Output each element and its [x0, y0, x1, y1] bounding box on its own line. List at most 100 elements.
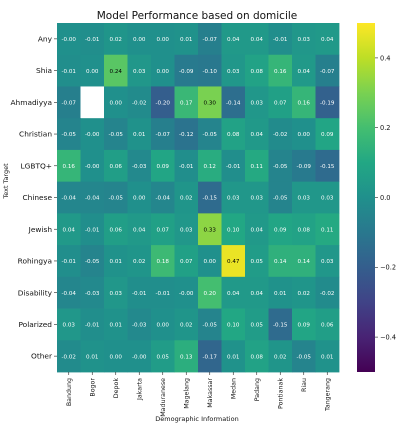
heatmap-cell: [57, 340, 81, 373]
cell-value-label: 0.04: [298, 69, 311, 75]
column-tick-labels: Bandung Bogor Depok Jakarta Maduranese Magela…: [66, 372, 331, 417]
heatmap-cell: [80, 181, 105, 214]
cell-value-label: 0.00: [157, 37, 170, 43]
cell-value-label: -0.05: [85, 259, 100, 265]
heatmap-cell: [315, 54, 340, 87]
cell-value-label: -0.01: [226, 164, 241, 170]
heatmap-cell: [104, 308, 128, 341]
cell-value-label: 0.00: [298, 132, 311, 138]
heatmap-cell: [245, 245, 269, 278]
cell-value-label: 0.09: [321, 132, 334, 138]
colorbar-gradient: [357, 23, 375, 372]
cell-value-label: -0.07: [62, 101, 77, 107]
heatmap-cell: [198, 340, 222, 373]
heatmap-cell: [127, 149, 152, 183]
cell-value-label: 0.04: [251, 132, 264, 138]
cell-value-label: 0.17: [180, 101, 193, 107]
cell-value-label: -0.05: [109, 132, 124, 138]
cell-value-label: 0.08: [227, 132, 240, 138]
cell-value-label: 0.02: [298, 291, 310, 297]
heatmap-cell: [57, 308, 81, 341]
cell-value-label: 0.00: [157, 323, 170, 329]
cell-value-label: -0.07: [203, 37, 218, 43]
row-tick-label: Shia: [36, 66, 52, 75]
cell-value-label: -0.05: [203, 132, 218, 138]
heatmap-cell: [315, 245, 340, 278]
cell-value-label: -0.02: [273, 132, 287, 138]
cell-value-label: 0.01: [227, 354, 240, 360]
heatmap-cell: [57, 276, 81, 309]
cell-value-label: 0.03: [227, 69, 240, 75]
heatmap-cell: [151, 276, 175, 309]
cell-value-label: 0.11: [251, 164, 264, 170]
heatmap-cell: [151, 149, 175, 183]
heatmap-cell: [80, 245, 105, 278]
cell-value-label: 0.04: [63, 227, 76, 233]
column-tick-label: Magelang: [183, 378, 190, 409]
cell-value-label: 0.01: [274, 291, 287, 297]
heatmap-cell: [198, 308, 222, 341]
cell-value-label: 0.18: [157, 259, 170, 265]
heatmap-cell: [221, 54, 246, 87]
heatmap-cell: [268, 245, 293, 278]
heatmap-cell: [104, 276, 128, 309]
cell-value-label: 0.02: [274, 354, 286, 360]
cell-value-label: 0.06: [110, 164, 123, 170]
chart-title: Model Performance based on domicile: [97, 10, 298, 22]
heatmap-cell: [57, 23, 81, 56]
cell-value-label: 0.04: [321, 37, 334, 43]
cell-value-label: 0.30: [204, 101, 217, 107]
heatmap-cell: [104, 245, 128, 278]
heatmap-cell: [57, 118, 81, 151]
column-tick-label: Riau: [301, 378, 308, 392]
cell-value-label: 0.12: [204, 164, 216, 170]
heatmap-cell: [57, 213, 81, 246]
column-tick-label: Makassar: [207, 378, 214, 408]
heatmap-cell: [174, 149, 199, 183]
cell-value-label: 0.03: [110, 291, 123, 297]
heatmap-cell: [198, 149, 222, 183]
heatmap-cell: [80, 86, 105, 119]
cell-value-labels: -0.00 -0.01 0.02 0.00 0.00 0.01 -0.07 0.04 0.04 -…: [62, 37, 335, 360]
column-tick-label: Bandung: [66, 378, 73, 406]
cell-value-label: 0.24: [110, 69, 123, 75]
heatmap-cell: [315, 308, 340, 341]
heatmap-cell: [245, 86, 269, 119]
cell-value-label: -0.01: [132, 291, 147, 297]
heatmap-cell: [245, 181, 269, 214]
cell-value-label: 0.03: [133, 69, 146, 75]
cell-value-label: 0.05: [251, 259, 264, 265]
heatmap-cell: [198, 86, 222, 119]
column-tick-label: Depok: [113, 378, 120, 399]
cell-value-label: 0.04: [251, 37, 264, 43]
cell-value-label: 0.01: [86, 354, 99, 360]
cell-value-label: 0.08: [251, 69, 264, 75]
heatmap-cell: [104, 213, 128, 246]
cell-value-label: 0.01: [321, 354, 334, 360]
heatmap-cell: [80, 213, 105, 246]
heatmap-cell: [127, 23, 152, 56]
cell-value-label: 0.02: [110, 37, 122, 43]
heatmap-cell: [127, 340, 152, 373]
heatmap-cell: [151, 308, 175, 341]
row-tick-label: Rohingya: [18, 257, 52, 266]
cell-value-label: 0.06: [110, 227, 123, 233]
cell-value-label: 0.03: [227, 196, 240, 202]
row-tick-label: Other: [31, 352, 53, 361]
cell-value-label: -0.15: [273, 323, 288, 329]
cell-value-label: -0.01: [85, 227, 100, 233]
heatmap-cell: [80, 149, 105, 183]
cell-value-label: -0.05: [273, 196, 288, 202]
heatmap-cell: [221, 245, 246, 278]
cell-value-label: 0.14: [298, 259, 311, 265]
cell-value-label: 0.06: [321, 323, 334, 329]
cell-value-label: -0.00: [62, 37, 77, 43]
heatmap-cell: [221, 213, 246, 246]
heatmap-cell: [292, 54, 316, 87]
colorbar-tick-label: −0.4: [380, 334, 396, 342]
heatmap-cell: [151, 118, 175, 151]
heatmap-cell: [315, 276, 340, 309]
cell-value-label: 0.04: [227, 37, 240, 43]
